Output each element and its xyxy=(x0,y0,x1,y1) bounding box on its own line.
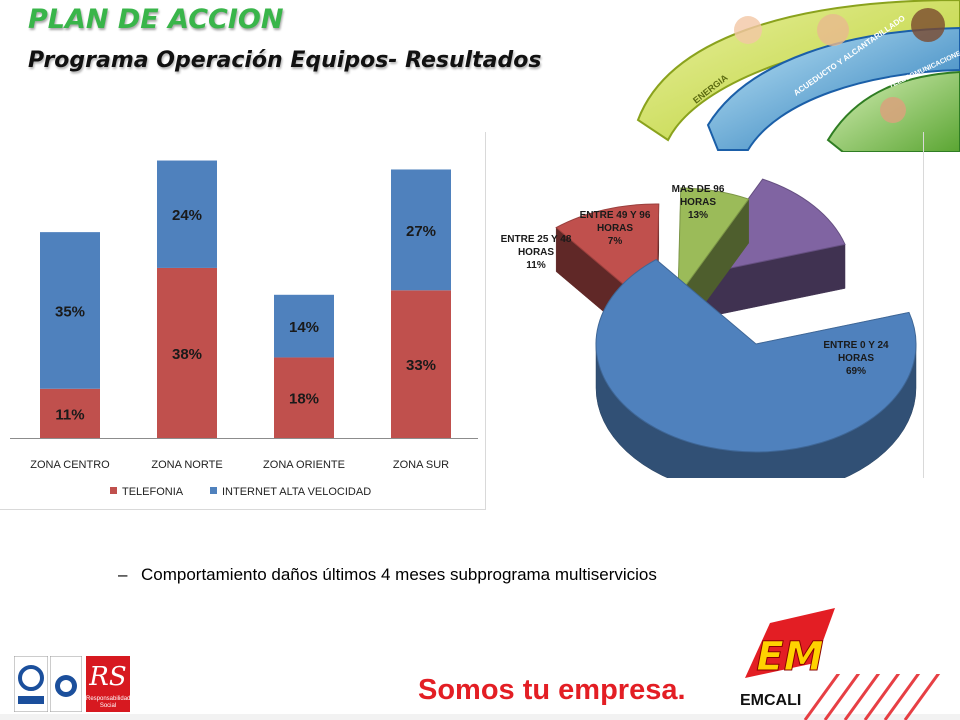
data-label-internet-2: 24% xyxy=(172,207,202,224)
pie-label-2: ENTRE 25 Y 48 HORAS 11% xyxy=(501,234,572,271)
iqnet-seal-icon xyxy=(50,656,82,712)
page-subtitle: Programa Operación Equipos- Resultados xyxy=(28,48,542,73)
category-label-2: ZONA NORTE xyxy=(151,459,222,471)
data-label-telefonia-4: 33% xyxy=(406,357,436,374)
data-label-internet-1: 35% xyxy=(55,303,85,320)
pie-chart-panel: ENTRE 0 Y 24 HORAS 69% ENTRE 25 Y 48 HORAS 11… xyxy=(488,132,924,497)
bar-segment-telefonia-3 xyxy=(274,357,334,438)
category-label-3: ZONA ORIENTE xyxy=(263,459,345,471)
category-label-4: ZONA SUR xyxy=(393,459,449,471)
legend-swatch-internet xyxy=(210,487,217,494)
pie-label-1: ENTRE 0 Y 24 HORAS 69% xyxy=(823,340,889,377)
data-label-telefonia-1: 11% xyxy=(55,406,84,423)
pie-chart: ENTRE 0 Y 24 HORAS 69% ENTRE 25 Y 48 HORAS 11… xyxy=(501,178,917,497)
bar-chart-panel: 11% 35% ZONA CENTRO 38% 24% ZONA NORTE 18% 14% Z… xyxy=(0,132,486,510)
page-title: PLAN DE ACCION xyxy=(28,4,284,35)
bar-segment-internet-1 xyxy=(40,232,100,389)
bar-segment-telefonia-4 xyxy=(391,290,451,438)
social-responsibility-logo: RS Responsabilidad Social xyxy=(86,656,130,712)
data-label-internet-4: 27% xyxy=(406,223,436,240)
footer-decoration xyxy=(0,674,960,720)
legend-swatch-telefonia xyxy=(110,487,117,494)
services-banner: ENERGIA ACUEDUCTO Y ALCANTARILLADO TELEC… xyxy=(636,0,960,152)
bullet-dash: – xyxy=(118,565,128,584)
bar-segment-telefonia-2 xyxy=(157,267,217,438)
rs-letters: RS xyxy=(89,662,127,692)
data-label-internet-3: 14% xyxy=(289,319,319,336)
stacked-bar-chart: 11% 35% ZONA CENTRO 38% 24% ZONA NORTE 18% 14% Z… xyxy=(10,160,478,498)
emcali-logo: EM xyxy=(745,608,835,681)
pie-label-3: ENTRE 49 Y 96 HORAS 7% xyxy=(580,210,651,247)
bar-segment-internet-2 xyxy=(157,160,217,268)
bar-segment-telefonia-1 xyxy=(40,388,100,438)
data-label-telefonia-3: 18% xyxy=(289,391,319,408)
certification-seal-icon xyxy=(14,656,48,712)
legend-label-internet: INTERNET ALTA VELOCIDAD xyxy=(222,486,371,498)
pie-slice-1 xyxy=(595,258,917,497)
logo-letters: EM xyxy=(756,634,823,680)
pie-label-4: MAS DE 96 HORAS 13% xyxy=(672,184,725,221)
brand-name: EMCALI xyxy=(740,692,802,709)
bullet-text: Comportamiento daños últimos 4 meses sub… xyxy=(141,565,657,584)
bar-segment-internet-4 xyxy=(391,169,451,291)
rs-caption: Responsabilidad Social xyxy=(86,696,131,709)
bar-segment-internet-3 xyxy=(274,294,334,358)
data-label-telefonia-2: 38% xyxy=(172,346,202,363)
category-label-1: ZONA CENTRO xyxy=(30,459,110,471)
slogan: Somos tu empresa. xyxy=(418,674,686,706)
legend-label-telefonia: TELEFONIA xyxy=(122,486,184,498)
